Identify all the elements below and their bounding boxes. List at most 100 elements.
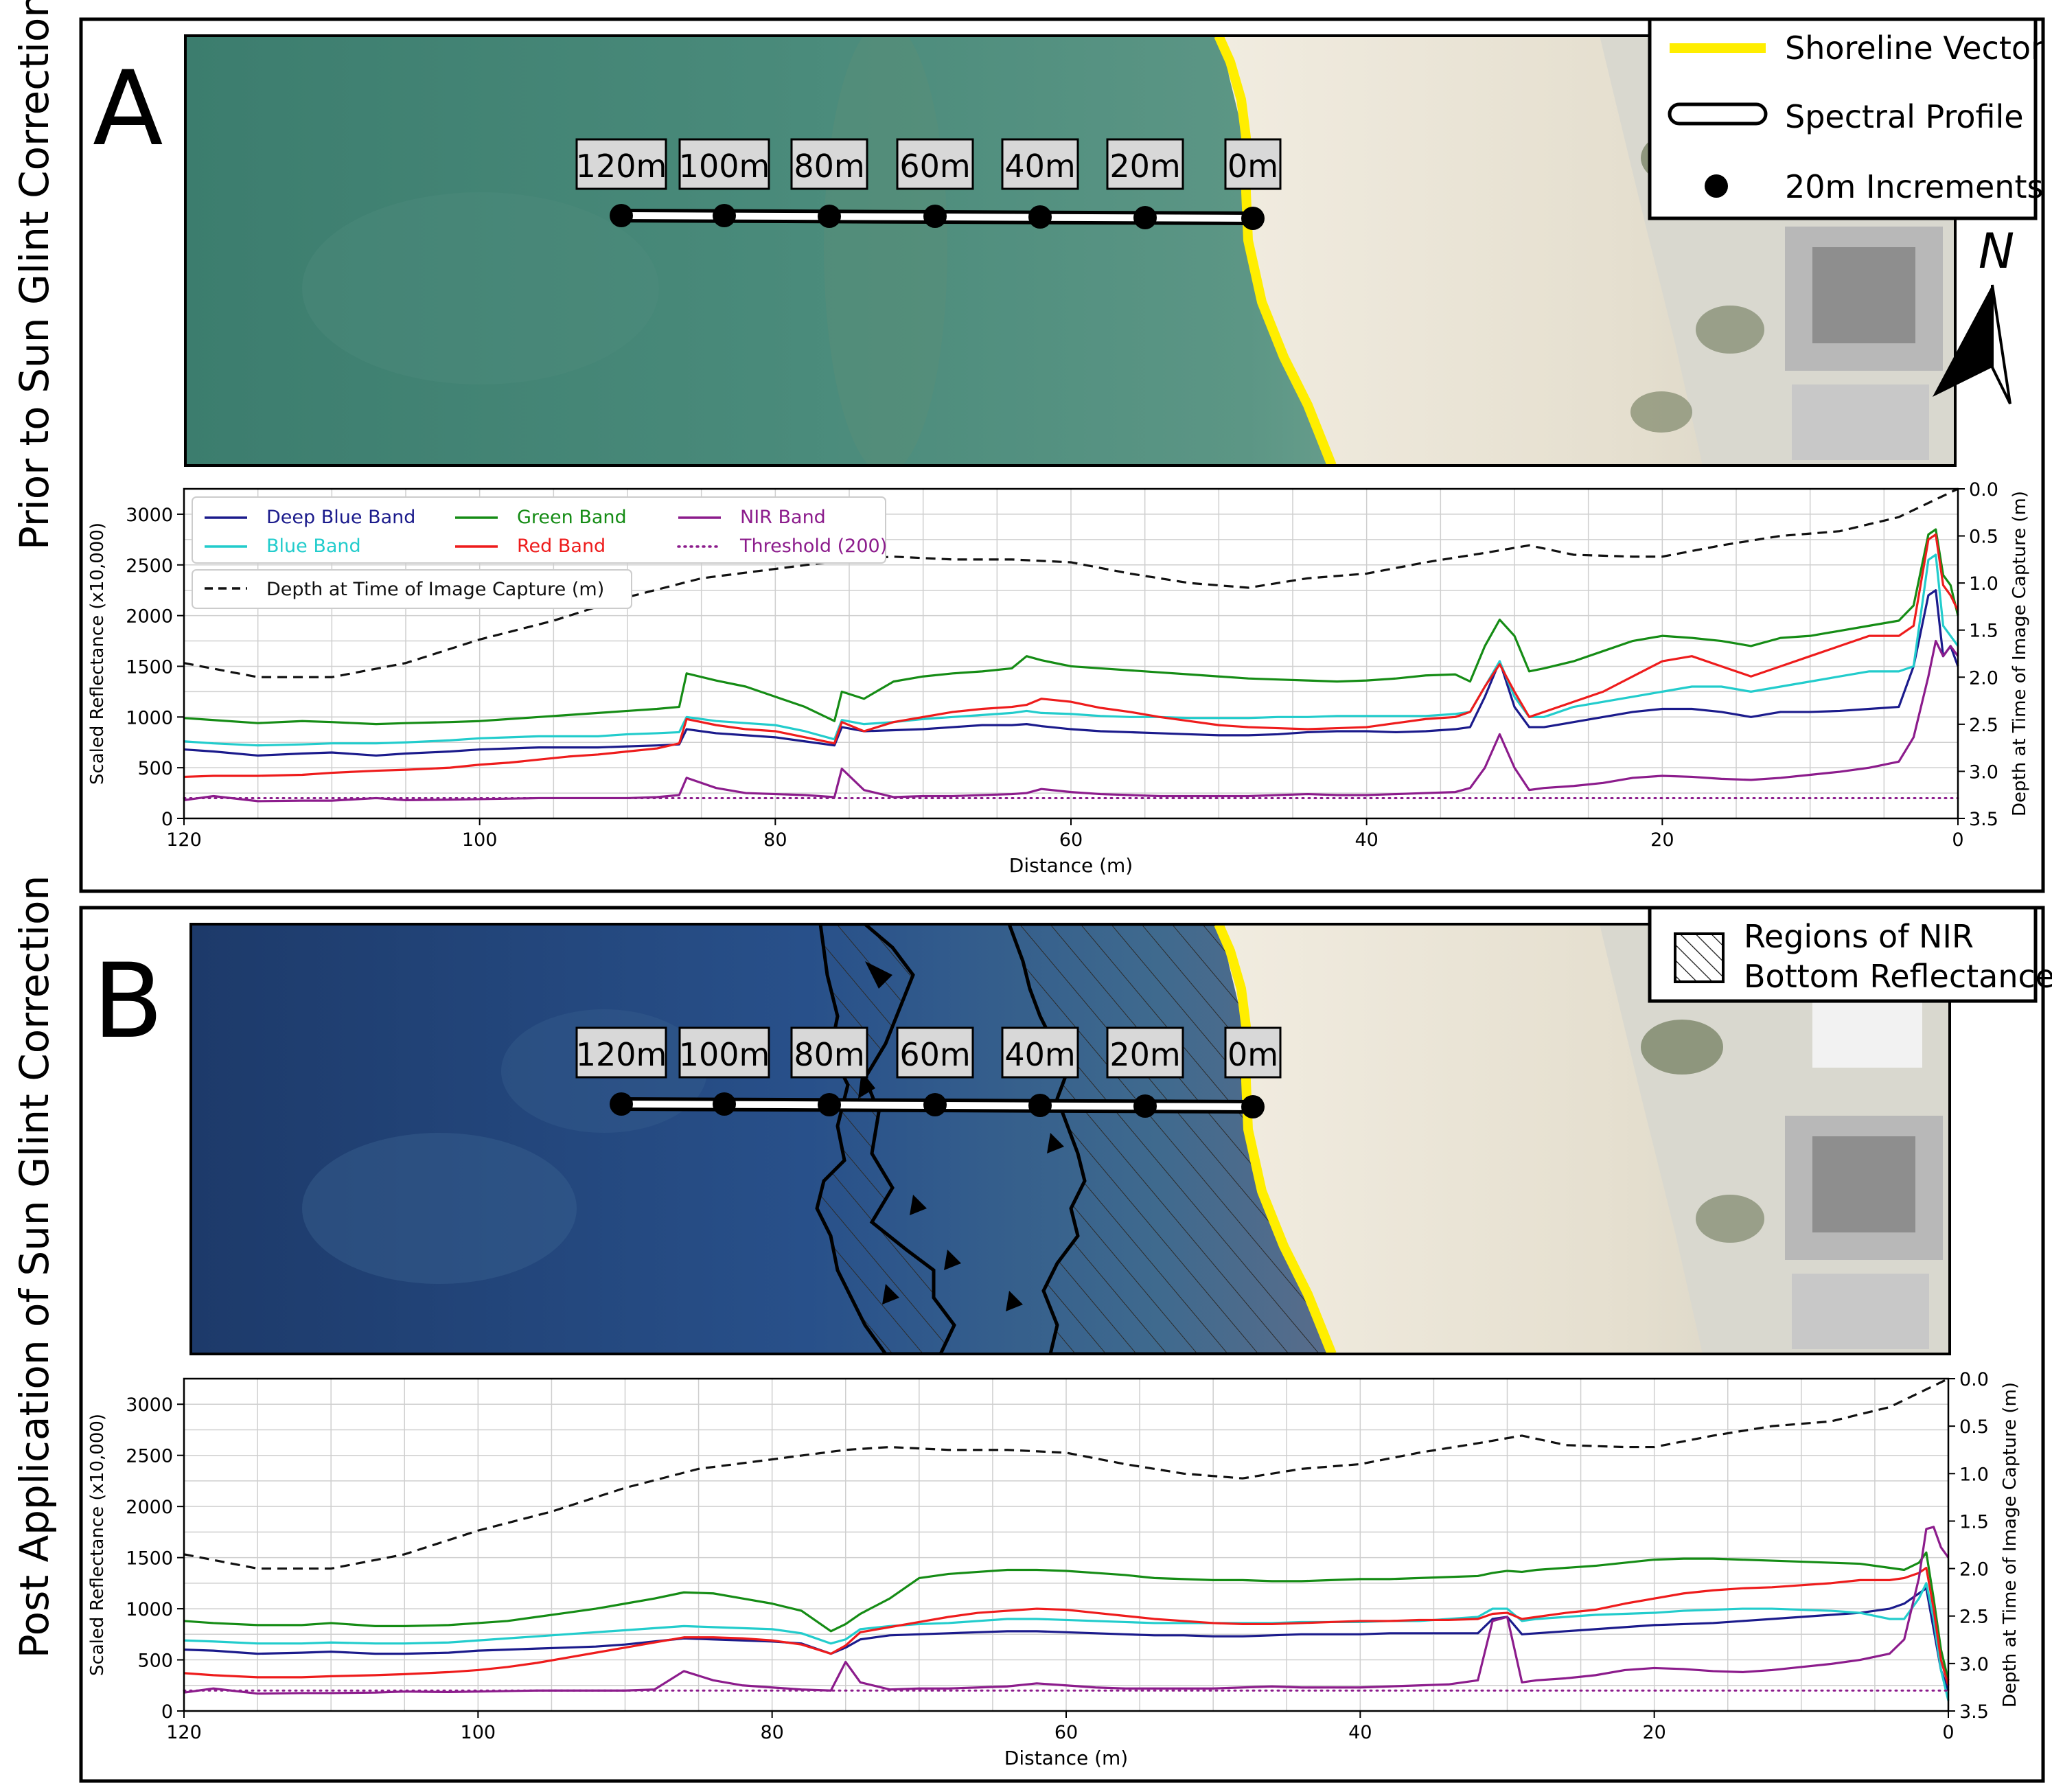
distance-label: 20m bbox=[1109, 148, 1180, 185]
increment-marker bbox=[713, 1092, 736, 1116]
chart-b: 120 100 80 60 40 20 0 Distance (m) 0 500 1000 1500 2… bbox=[87, 1369, 2020, 1769]
y2-tick-label: 3.0 bbox=[1959, 1654, 1989, 1675]
y2-tick-label: 1.5 bbox=[1959, 1511, 1989, 1532]
north-label: N bbox=[1979, 223, 2014, 279]
y-tick-label: 2500 bbox=[126, 555, 173, 577]
y-tick-label: 0 bbox=[161, 809, 173, 830]
y-tick-label: 500 bbox=[137, 1651, 173, 1672]
y2-tick-label: 1.0 bbox=[1959, 1464, 1989, 1485]
y2-tick-label: 1.0 bbox=[1969, 573, 1998, 595]
y2-tick-label: 3.5 bbox=[1959, 1701, 1989, 1723]
spectral-profile-a bbox=[610, 204, 1265, 230]
distance-label: 80m bbox=[794, 148, 864, 185]
legend-label: Blue Band bbox=[266, 536, 361, 557]
legend-label-shoreline: Shoreline Vector bbox=[1785, 30, 2044, 67]
distance-label: 120m bbox=[576, 148, 667, 185]
depth-line bbox=[183, 1377, 1949, 1570]
y-tick-label: 1500 bbox=[126, 656, 173, 678]
distance-label: 40m bbox=[1004, 148, 1075, 185]
legend-label: Green Band bbox=[517, 507, 627, 528]
x-tick-label: 0 bbox=[1942, 1722, 1954, 1743]
x-tick-label: 80 bbox=[763, 829, 787, 851]
legend-label: NIR Band bbox=[740, 507, 826, 528]
distance-label: 80m bbox=[794, 1036, 864, 1073]
x-tick-label: 120 bbox=[166, 829, 202, 851]
increment-marker bbox=[1028, 205, 1052, 229]
chart-a: 120 100 80 60 40 20 0 Distance (m) 0 500 1000 1500 2… bbox=[87, 479, 2030, 877]
increment-marker bbox=[1241, 1095, 1265, 1118]
y2-tick-label: 2.0 bbox=[1969, 667, 1998, 689]
y2-tick-label: 0.5 bbox=[1969, 527, 1998, 548]
distance-label: 100m bbox=[679, 148, 770, 185]
x-tick-label: 40 bbox=[1354, 829, 1378, 851]
x-tick-label: 60 bbox=[1059, 829, 1083, 851]
y-tick-label: 2000 bbox=[126, 606, 173, 628]
nir-legend-swatch bbox=[1674, 932, 1725, 983]
legend-label: Threshold (200) bbox=[739, 536, 887, 557]
panel-a-letter: A bbox=[93, 49, 163, 169]
spectral-profile-b bbox=[610, 1092, 1265, 1118]
increment-marker bbox=[1028, 1094, 1052, 1117]
increment-marker bbox=[818, 205, 841, 228]
panel-b-letter: B bbox=[93, 942, 163, 1061]
increment-marker bbox=[923, 1093, 947, 1116]
y-tick-label: 500 bbox=[137, 758, 173, 779]
map-legend-a: Shoreline Vector Spectral Profile 20m In… bbox=[1648, 17, 2044, 220]
increment-marker bbox=[713, 204, 736, 227]
increment-legend-swatch bbox=[1705, 174, 1728, 198]
y2-tick-label: 1.5 bbox=[1969, 621, 1998, 642]
y2-axis-label: Depth at Time of Image Capture (m) bbox=[2000, 1382, 2020, 1708]
legend-label: Deep Blue Band bbox=[266, 507, 415, 528]
panel-b: B Post Application of Sun Glint Correcti… bbox=[11, 875, 2052, 1783]
distance-label: 60m bbox=[899, 1036, 970, 1073]
legend-label-increments: 20m Increments bbox=[1785, 168, 2043, 205]
panel-b-side-title: Post Application of Sun Glint Correction bbox=[11, 875, 58, 1659]
distance-label: 100m bbox=[679, 1036, 770, 1073]
legend-label-profile: Spectral Profile bbox=[1785, 98, 2024, 135]
series-line-deep-blue-band bbox=[183, 1587, 1950, 1691]
legend-label-nir-line2: Bottom Reflectance bbox=[1744, 958, 2052, 995]
building bbox=[1792, 1274, 1929, 1349]
distance-label: 0m bbox=[1227, 148, 1278, 185]
y2-tick-label: 0.0 bbox=[1969, 479, 1998, 501]
chart-legend: Deep Blue Band Blue Band Green Band Red Ban… bbox=[192, 496, 887, 609]
y-tick-label: 2000 bbox=[126, 1497, 173, 1518]
x-tick-label: 100 bbox=[461, 1722, 496, 1743]
north-arrow: N bbox=[1933, 223, 2014, 404]
panel-a-side-title: Prior to Sun Glint Correction bbox=[11, 0, 58, 550]
x-tick-label: 20 bbox=[1642, 1722, 1665, 1743]
x-tick-label: 100 bbox=[462, 829, 498, 851]
y2-tick-label: 0.5 bbox=[1959, 1416, 1989, 1438]
y-axis-label: Scaled Reflectance (x10,000) bbox=[87, 1414, 108, 1676]
x-tick-label: 20 bbox=[1650, 829, 1674, 851]
y2-tick-label: 2.5 bbox=[1959, 1607, 1989, 1628]
y-tick-label: 3000 bbox=[126, 1394, 173, 1416]
distance-label: 40m bbox=[1004, 1036, 1075, 1073]
building bbox=[1812, 1136, 1915, 1232]
building bbox=[1812, 247, 1915, 343]
distance-labels-a: 120m 100m 80m 60m 40m 20m 0m bbox=[575, 138, 1282, 190]
distance-label: 0m bbox=[1227, 1036, 1278, 1073]
increment-marker bbox=[610, 1092, 633, 1116]
legend-label-nir-line1: Regions of NIR bbox=[1744, 918, 1974, 955]
distance-label: 60m bbox=[899, 148, 970, 185]
x-tick-label: 60 bbox=[1054, 1722, 1078, 1743]
y2-tick-label: 3.5 bbox=[1969, 809, 1998, 830]
y2-tick-label: 2.0 bbox=[1959, 1559, 1989, 1581]
y2-tick-label: 2.5 bbox=[1969, 715, 1998, 736]
series-line-deep-blue-band bbox=[183, 589, 1959, 757]
increment-marker bbox=[610, 204, 633, 227]
y2-tick-label: 0.0 bbox=[1959, 1369, 1989, 1390]
increment-marker bbox=[818, 1093, 841, 1116]
x-tick-label: 0 bbox=[1952, 829, 1963, 851]
increment-marker bbox=[1133, 206, 1157, 229]
profile-legend-swatch bbox=[1668, 102, 1768, 126]
series-line-green-band bbox=[183, 1551, 1950, 1681]
map-legend-b: Regions of NIR Bottom Reflectance bbox=[1648, 906, 2052, 1003]
x-axis-label: Distance (m) bbox=[1004, 1747, 1128, 1769]
distance-label: 20m bbox=[1109, 1036, 1180, 1073]
distance-label: 120m bbox=[576, 1036, 667, 1073]
panel-a: A Prior to Sun Glint Correction bbox=[11, 0, 2045, 893]
y2-axis-label: Depth at Time of Image Capture (m) bbox=[2009, 491, 2030, 816]
